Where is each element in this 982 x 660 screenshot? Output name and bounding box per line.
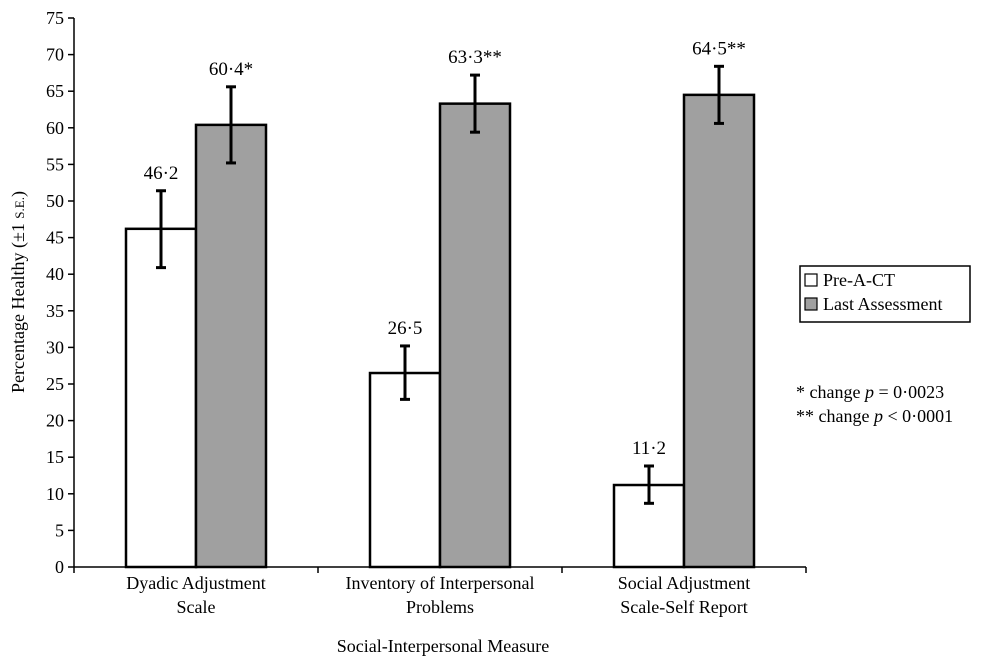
significance-note: ** change p < 0·0001	[796, 406, 953, 426]
data-label: 46·2	[144, 163, 179, 184]
bars	[124, 64, 756, 569]
y-tick-label: 55	[46, 154, 64, 174]
bar-last-assessment	[682, 93, 756, 569]
y-tick-label: 45	[46, 228, 64, 248]
y-tick-label: 65	[46, 81, 64, 101]
y-tick-label: 10	[46, 484, 64, 504]
y-axis-label-main: Percentage Healthy (±1	[8, 219, 29, 393]
legend-swatch	[804, 297, 818, 311]
data-label: 63·3**	[448, 47, 502, 68]
data-label: 64·5**	[692, 38, 746, 59]
y-axis-label: Percentage Healthy (±1 S.E.)	[8, 191, 29, 393]
x-category-labels: Dyadic Adjustment Scale Inventory of Inter…	[126, 573, 750, 617]
legend-swatch	[804, 273, 818, 287]
y-tick-label: 35	[46, 301, 64, 321]
y-tick-label: 75	[46, 8, 64, 28]
x-category-label: Problems	[406, 597, 474, 617]
bar-pre-a-ct	[368, 371, 442, 569]
legend-label: Pre-A-CT	[823, 270, 895, 290]
y-tick-label: 15	[46, 447, 64, 467]
data-label: 60·4*	[209, 59, 253, 80]
data-label: 26·5	[388, 318, 423, 339]
legend: Pre-A-CT Last Assessment	[799, 265, 971, 323]
y-tick-label: 25	[46, 374, 64, 394]
y-axis-label-se: S.E.	[12, 197, 27, 219]
x-category-label: Scale	[177, 597, 216, 617]
x-axis-label: Social-Interpersonal Measure	[337, 636, 549, 656]
y-axis-label-close: )	[8, 191, 29, 197]
axes: 0 5 10 15 20 25 30 35 40 45 50 55 60 65 70 75	[46, 8, 807, 577]
y-tick-label: 40	[46, 264, 64, 284]
x-category-label: Scale-Self Report	[620, 597, 747, 617]
x-category-label: Social Adjustment	[618, 573, 751, 593]
bar-last-assessment	[438, 102, 512, 569]
data-label: 11·2	[632, 438, 666, 459]
bar-pre-a-ct	[124, 227, 198, 569]
y-tick-label: 30	[46, 337, 64, 357]
significance-notes: * change p = 0·0023 ** change p < 0·0001	[796, 382, 953, 426]
legend-label: Last Assessment	[823, 294, 943, 314]
y-tick-label: 60	[46, 118, 64, 138]
y-tick-label: 0	[55, 557, 64, 577]
y-tick-label: 50	[46, 191, 64, 211]
x-category-label: Dyadic Adjustment	[126, 573, 265, 593]
y-tick-label: 20	[46, 411, 64, 431]
legend-box	[799, 265, 971, 323]
significance-note: * change p = 0·0023	[796, 382, 944, 402]
bar-last-assessment	[194, 123, 268, 569]
data-labels: 46·2 60·4* 26·5 63·3** 11·2 64·5**	[144, 38, 746, 459]
x-category-label: Inventory of Interpersonal	[346, 573, 535, 593]
y-tick-label: 5	[55, 520, 64, 540]
y-tick-label: 70	[46, 45, 64, 65]
